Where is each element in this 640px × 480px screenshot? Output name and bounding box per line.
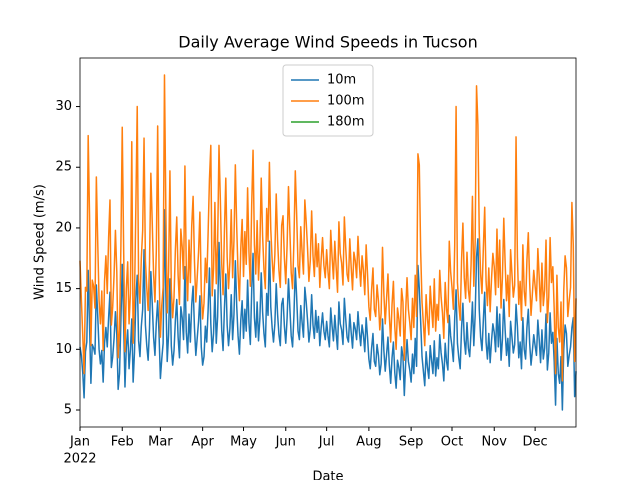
- legend-label: 100m: [327, 94, 364, 109]
- x-tick-label: Nov: [482, 435, 508, 450]
- series-line: [79, 208, 577, 411]
- y-tick-label: 25: [55, 160, 72, 175]
- x-tick-label: Feb: [111, 435, 134, 450]
- y-tick-label: 10: [55, 342, 72, 357]
- x-tick-label: Apr: [191, 435, 214, 450]
- y-tick-label: 20: [55, 220, 72, 235]
- x-tick-label: Jan: [69, 435, 90, 450]
- legend-label: 10m: [327, 73, 356, 88]
- x-tick-label: Dec: [523, 435, 548, 450]
- plot-frame: [79, 57, 577, 428]
- x-tick-label: Aug: [356, 435, 381, 450]
- x-tick-label: Sep: [399, 435, 424, 450]
- x-tick-label: May: [230, 435, 257, 450]
- y-axis-label: Wind Speed (m/s): [33, 184, 48, 300]
- series-line: [79, 74, 577, 382]
- legend-box: [282, 64, 374, 137]
- y-tick-label: 5: [64, 403, 72, 418]
- x-tick-label: Jul: [318, 435, 335, 450]
- x-tick-label: Oct: [441, 435, 463, 450]
- y-tick-label: 30: [55, 99, 72, 114]
- y-tick-label: 15: [55, 281, 72, 296]
- x-axis-label: Date: [312, 470, 343, 480]
- x-tick-label: Jun: [275, 435, 296, 450]
- legend-label: 180m: [327, 115, 364, 130]
- x-year-label: 2022: [63, 452, 96, 467]
- chart-title: Daily Average Wind Speeds in Tucson: [178, 33, 477, 52]
- x-tick-label: Mar: [148, 435, 173, 450]
